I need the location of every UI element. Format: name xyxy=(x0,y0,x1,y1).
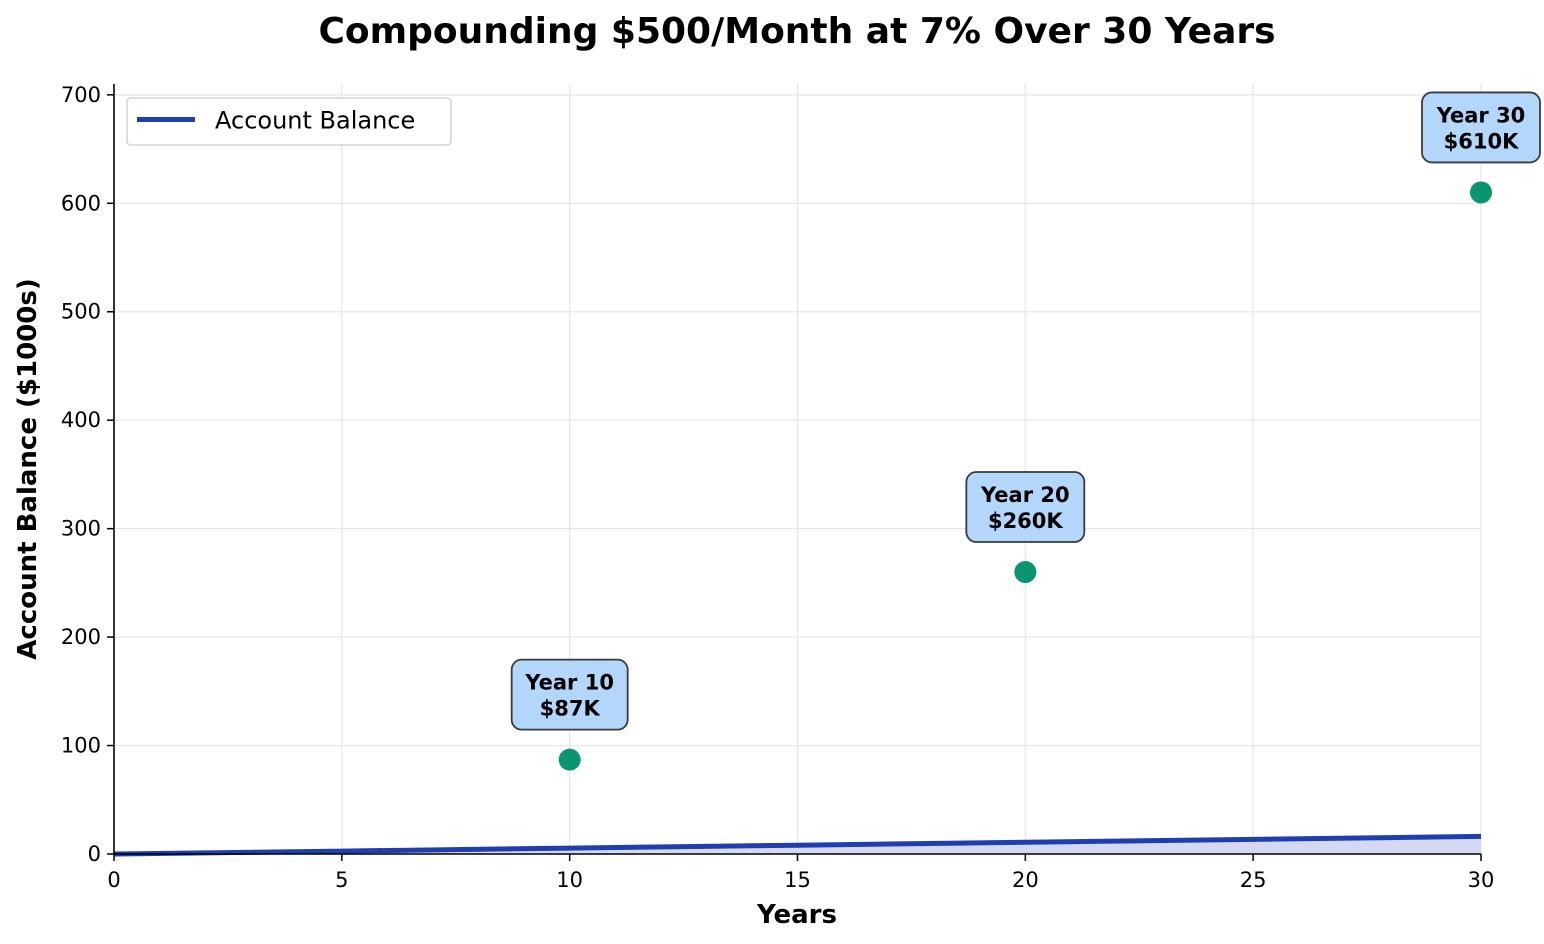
annotation-value-label: $87K xyxy=(540,697,601,721)
x-tick-label: 0 xyxy=(107,868,120,892)
annotation-year-label: Year 20 xyxy=(980,483,1070,507)
annotation-year-label: Year 30 xyxy=(1436,103,1526,127)
y-axis-label: Account Balance ($1000s) xyxy=(13,278,43,659)
y-tick-label: 200 xyxy=(61,625,101,649)
x-tick-label: 5 xyxy=(335,868,348,892)
x-tick-label: 15 xyxy=(784,868,811,892)
milestone-marker xyxy=(1470,181,1492,204)
y-tick-label: 700 xyxy=(61,83,101,107)
annotation-value-label: $260K xyxy=(988,509,1063,533)
annotation-box xyxy=(1421,91,1541,164)
annotation-box xyxy=(965,471,1086,543)
marker-layer xyxy=(558,181,1492,771)
y-tick-label: 500 xyxy=(61,300,101,324)
x-axis-label: Years xyxy=(756,900,837,930)
annotation-year-label: Year 10 xyxy=(524,671,614,695)
x-tick-label: 30 xyxy=(1468,868,1495,892)
series-line xyxy=(113,833,1482,857)
milestone-marker xyxy=(558,748,581,771)
chart-title: Compounding $500/Month at 7% Over 30 Yea… xyxy=(318,11,1275,52)
annotation-box xyxy=(510,658,629,731)
y-tick-label: 0 xyxy=(88,842,101,866)
legend-box xyxy=(126,97,452,146)
grid xyxy=(114,84,1482,854)
series-line-layer xyxy=(113,833,1482,857)
y-tick-label: 400 xyxy=(61,408,101,432)
y-tick-label: 100 xyxy=(61,734,101,758)
annotation-value-label: $610K xyxy=(1444,129,1519,153)
y-tick-label: 300 xyxy=(61,517,101,541)
milestone-marker xyxy=(1014,561,1037,584)
annotation-layer: Year 10$87K Year 20$260K Year 30$610K xyxy=(510,91,1541,731)
x-tick-label: 25 xyxy=(1240,868,1267,892)
x-tick-label: 10 xyxy=(556,868,583,892)
legend-label: Account Balance xyxy=(215,107,415,135)
x-tick-label: 20 xyxy=(1012,868,1039,892)
legend: Account Balance xyxy=(126,97,452,146)
y-tick-label: 600 xyxy=(61,191,101,215)
